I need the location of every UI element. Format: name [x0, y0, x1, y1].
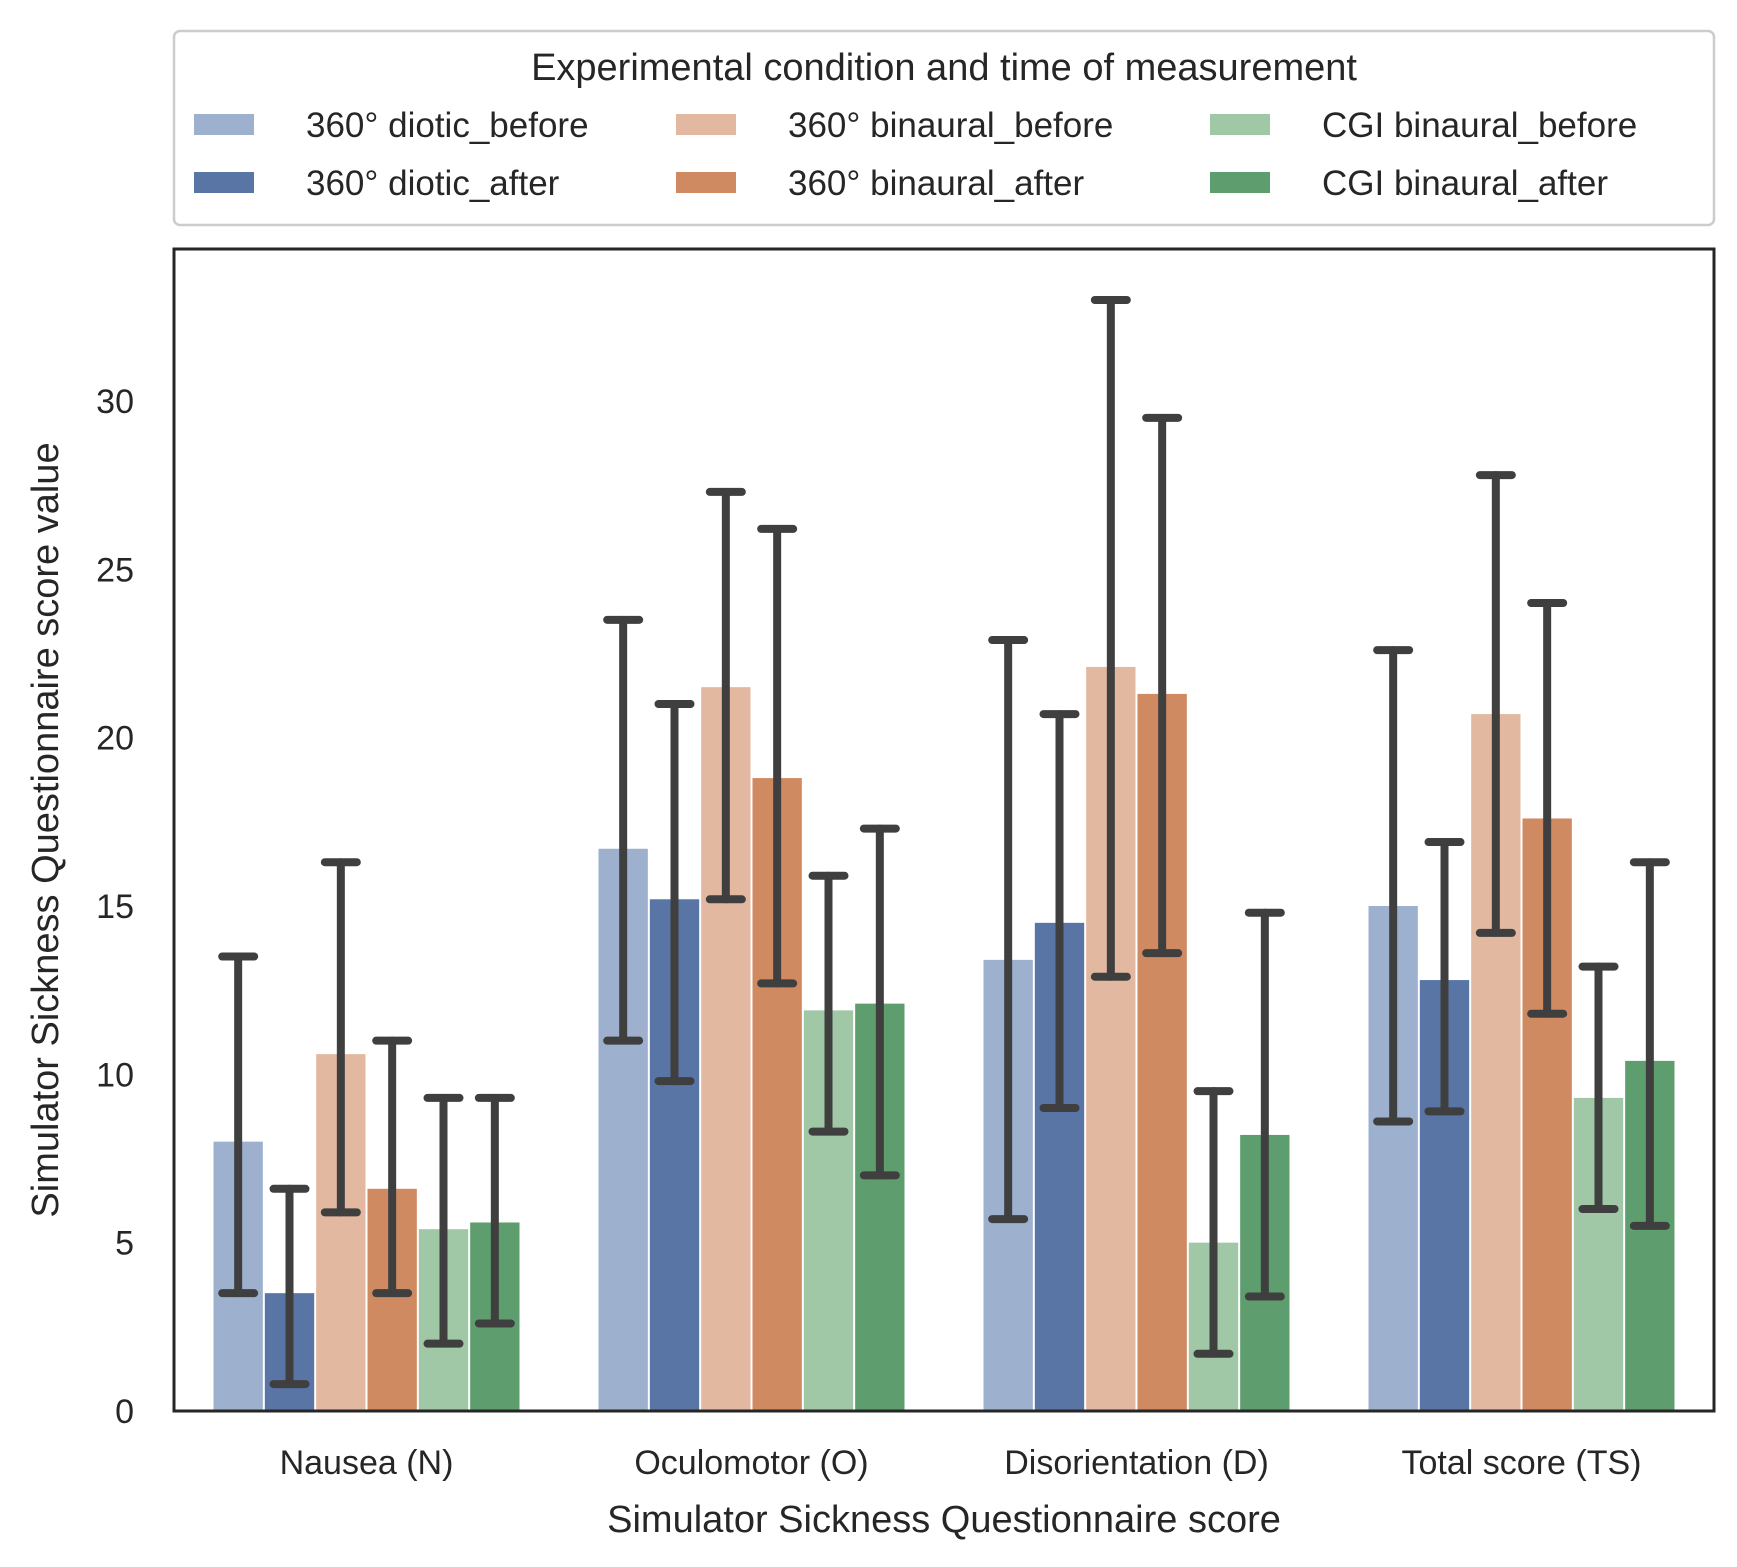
- x-tick-label: Disorientation (D): [1004, 1444, 1269, 1482]
- x-tick-label: Total score (TS): [1402, 1444, 1642, 1482]
- legend-swatch: [1210, 114, 1270, 135]
- y-tick-label: 10: [96, 1056, 134, 1094]
- legend-label: 360° diotic_after: [306, 164, 560, 203]
- y-axis-label: Simulator Sickness Questionnaire score v…: [25, 442, 67, 1217]
- y-tick-label: 30: [96, 383, 134, 421]
- legend-label: CGI binaural_after: [1322, 164, 1608, 203]
- legend-swatch: [194, 114, 254, 135]
- y-tick-label: 15: [96, 888, 134, 926]
- legend-swatch: [676, 114, 736, 135]
- plot-area: 0 5 10 15 20 25 30 Nausea (N) Oculomotor (O) Dis…: [96, 247, 1716, 1482]
- y-tick-label: 0: [115, 1393, 134, 1431]
- legend-swatch: [1210, 172, 1270, 193]
- x-tick-label: Nausea (N): [280, 1444, 454, 1482]
- legend: Experimental condition and time of measu…: [172, 29, 1716, 227]
- legend-swatch: [194, 172, 254, 193]
- legend-label: 360° diotic_before: [306, 106, 589, 145]
- legend-label: 360° binaural_before: [788, 106, 1113, 145]
- legend-label: 360° binaural_after: [788, 164, 1084, 203]
- y-tick-label: 25: [96, 551, 134, 589]
- legend-title: Experimental condition and time of measu…: [531, 47, 1357, 89]
- x-tick-label: Oculomotor (O): [634, 1444, 868, 1482]
- axes-frame: [172, 247, 1716, 1413]
- legend-swatch: [676, 172, 736, 193]
- y-tick-label: 20: [96, 720, 134, 758]
- y-tick-label: 5: [115, 1225, 134, 1263]
- legend-label: CGI binaural_before: [1322, 106, 1637, 145]
- legend-frame: [172, 29, 1716, 227]
- x-axis-label: Simulator Sickness Questionnaire score: [607, 1499, 1281, 1541]
